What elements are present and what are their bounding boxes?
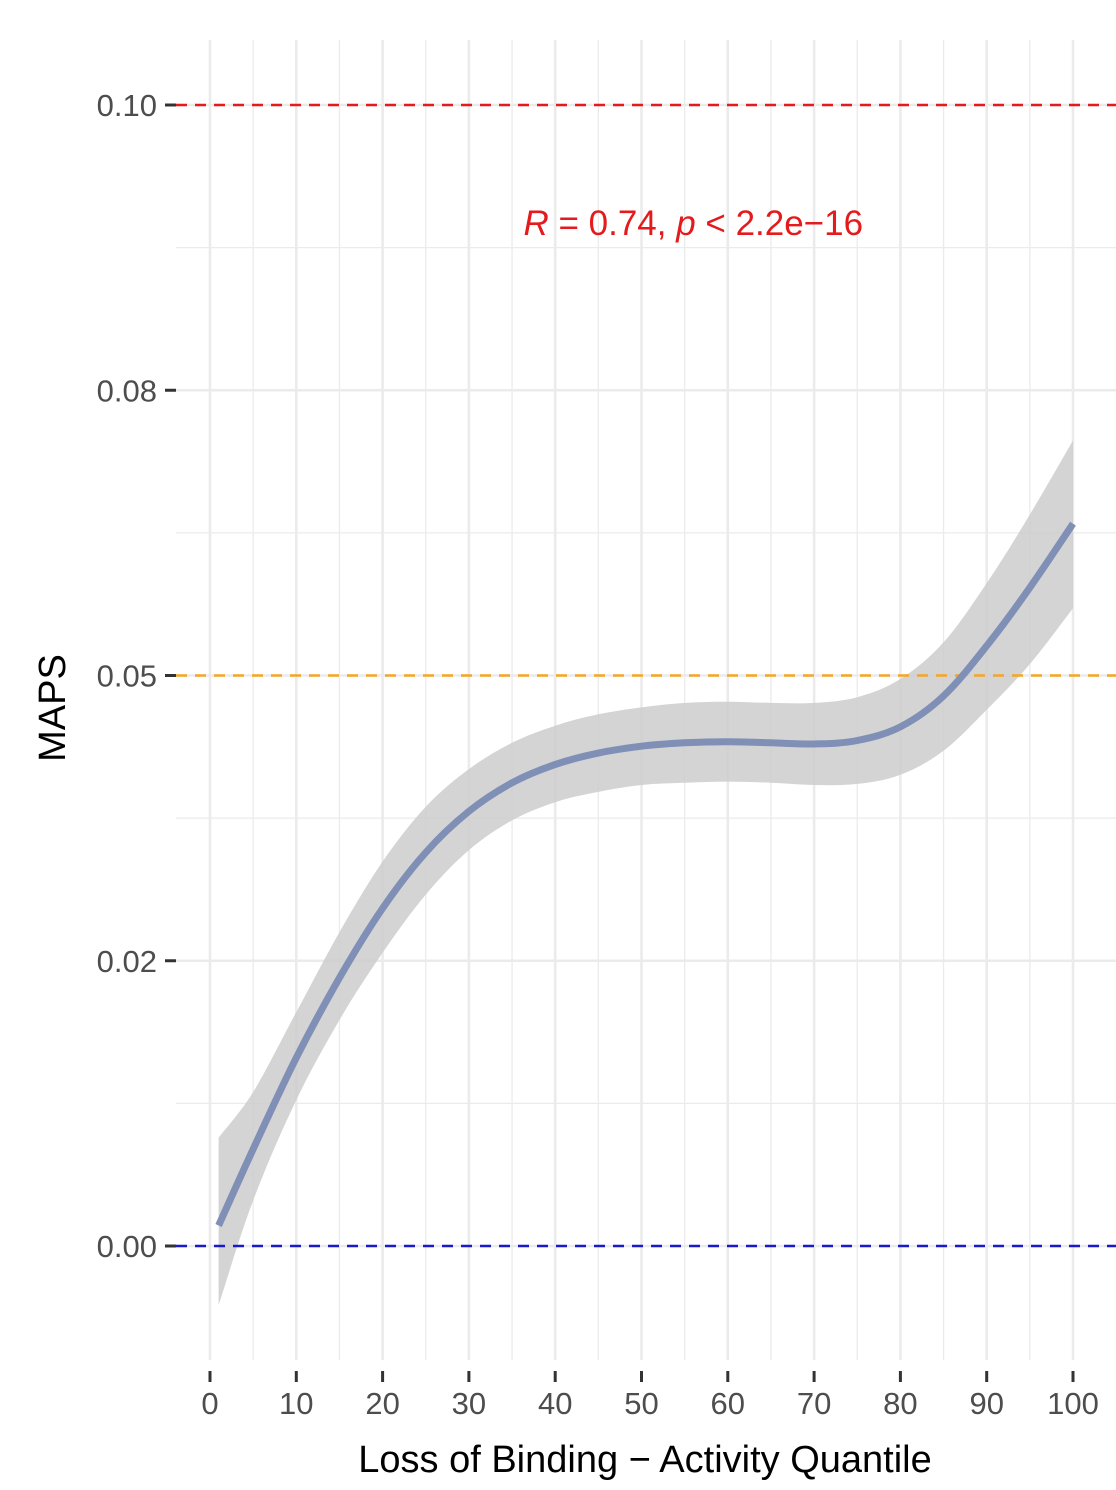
y-tick-label: 0.00 [97, 1229, 157, 1264]
annotation-r-value: = 0.74, [549, 204, 676, 243]
x-tick-label: 100 [1047, 1386, 1099, 1421]
x-tick-label: 60 [711, 1386, 745, 1421]
annotation-r-symbol: R [523, 204, 548, 243]
x-axis: 0 10 20 30 40 50 60 70 80 90 100 [201, 1371, 1099, 1421]
grid-minor-y [176, 246, 1116, 1105]
x-tick-label: 40 [538, 1386, 572, 1421]
confidence-band [218, 440, 1074, 1306]
y-tick-label: 0.10 [97, 88, 157, 123]
y-axis-title: MAPS [32, 654, 74, 762]
x-tick-label: 90 [969, 1386, 1003, 1421]
y-tick-label: 0.05 [97, 659, 157, 694]
annotation-p-symbol: p [675, 204, 695, 243]
y-axis: 0.00 0.02 0.05 0.08 0.10 [97, 88, 176, 1264]
correlation-annotation: R = 0.74, p < 2.2e−16 [523, 204, 863, 243]
x-tick-label: 80 [883, 1386, 917, 1421]
x-tick-label: 0 [201, 1386, 218, 1421]
y-tick-label: 0.08 [97, 373, 157, 408]
x-tick-label: 30 [452, 1386, 486, 1421]
grid-major-x [208, 40, 1075, 1360]
smooth-line [215, 521, 1076, 1227]
x-tick-label: 70 [797, 1386, 831, 1421]
x-tick-label: 50 [624, 1386, 658, 1421]
annotation-p-value: < 2.2e−16 [696, 204, 863, 243]
x-tick-label: 20 [365, 1386, 399, 1421]
x-axis-title: Loss of Binding − Activity Quantile [358, 1439, 932, 1481]
y-tick-label: 0.02 [97, 944, 157, 979]
x-tick-label: 10 [279, 1386, 313, 1421]
